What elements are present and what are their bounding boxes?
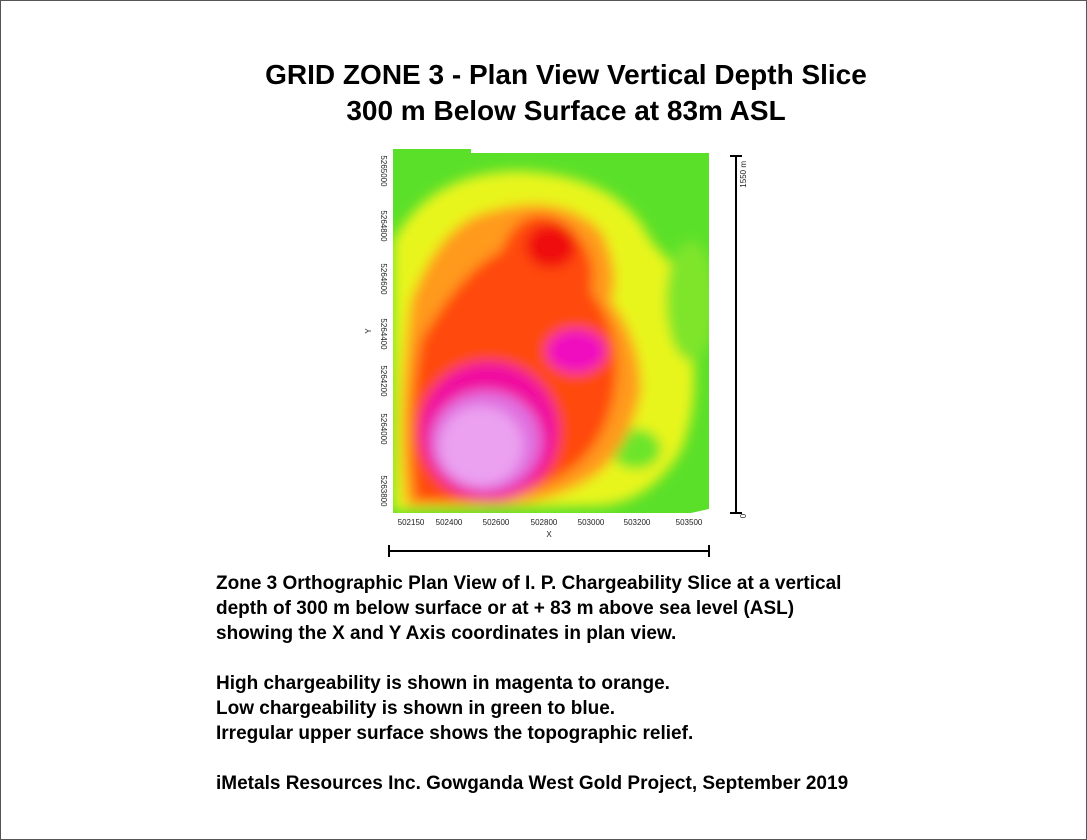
caption-line: Zone 3 Orthographic Plan View of I. P. C… bbox=[216, 573, 842, 594]
caption-line: depth of 300 m below surface or at + 83 … bbox=[216, 598, 795, 619]
title: 300 m Below Surface at 83m ASL bbox=[346, 95, 786, 126]
y-tick-label: 5264600 bbox=[379, 263, 388, 295]
caption-line: showing the X and Y Axis coordinates in … bbox=[216, 623, 677, 644]
x-tick-label: 503200 bbox=[624, 518, 651, 527]
y-tick-label: 5263800 bbox=[379, 475, 388, 507]
x-axis-label: X bbox=[546, 530, 552, 539]
scale-label: 0 bbox=[739, 513, 748, 518]
y-axis-label: Y bbox=[364, 328, 373, 334]
y-tick-label: 5264800 bbox=[379, 210, 388, 242]
scale-label: 1550 m bbox=[739, 161, 748, 188]
x-tick-label: 503000 bbox=[578, 518, 605, 527]
y-tick-label: 5264200 bbox=[379, 365, 388, 397]
x-tick-label: 502150 bbox=[398, 518, 425, 527]
x-tick-label: 502600 bbox=[483, 518, 510, 527]
y-tick-label: 5264000 bbox=[379, 413, 388, 445]
y-tick-label: 5264400 bbox=[379, 318, 388, 350]
map: Y X 5265000 5264800 5264600 5264400 5264200 5… bbox=[364, 149, 748, 557]
caption-line: Irregular upper surface shows the topogr… bbox=[216, 723, 694, 744]
caption-line: Low chargeability is shown in green to b… bbox=[216, 698, 616, 719]
x-tick-label: 503500 bbox=[676, 518, 703, 527]
x-tick-label: 502800 bbox=[531, 518, 558, 527]
y-tick-label: 5265000 bbox=[379, 155, 388, 187]
title: GRID ZONE 3 - Plan View Vertical Depth S… bbox=[265, 59, 867, 90]
caption-line: High chargeability is shown in magenta t… bbox=[216, 673, 670, 694]
caption-line: iMetals Resources Inc. Gowganda West Gol… bbox=[216, 773, 849, 794]
heatmap bbox=[393, 149, 709, 513]
x-tick-label: 502400 bbox=[436, 518, 463, 527]
